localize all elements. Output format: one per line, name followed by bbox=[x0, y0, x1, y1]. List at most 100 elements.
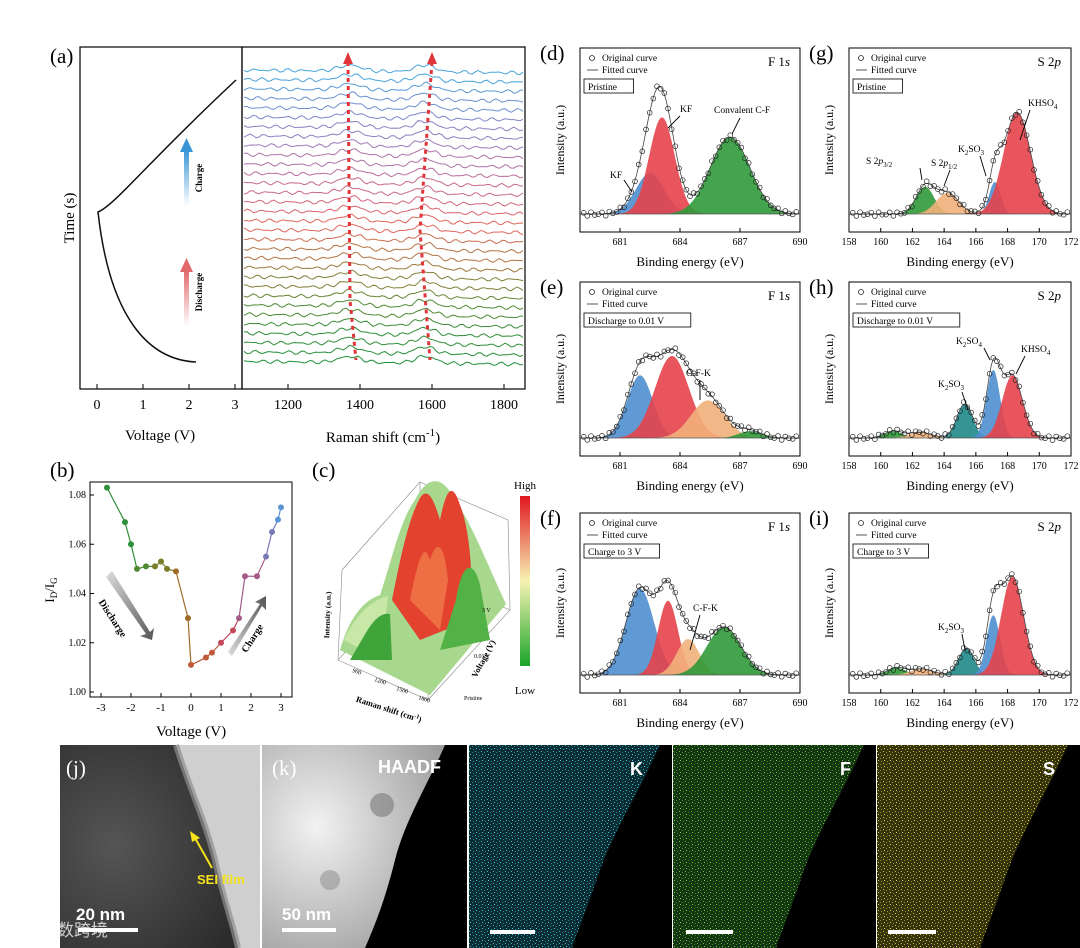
xps-original-point bbox=[946, 432, 952, 438]
xps-original-point bbox=[679, 611, 686, 617]
xps-original-point bbox=[968, 409, 974, 416]
xps-xtick-label: 168 bbox=[1000, 461, 1015, 472]
ann-h-k2so3: K2SO3 bbox=[938, 380, 965, 392]
panel-c-zlabel: Intensity (a.u.) bbox=[322, 591, 333, 639]
panel-b-ylabel: ID/IG bbox=[42, 577, 59, 603]
xps-xtick-label: 172 bbox=[1064, 237, 1079, 248]
raman-spectrum bbox=[243, 166, 524, 179]
ann-d-kf-2: KF bbox=[680, 105, 692, 115]
raman-spectrum bbox=[243, 251, 524, 263]
haadf-particle bbox=[262, 745, 445, 948]
xps-peak-blue bbox=[580, 173, 800, 214]
xps-original-point bbox=[584, 674, 591, 680]
xps-original-point bbox=[639, 357, 646, 364]
xps-original-point bbox=[694, 633, 701, 639]
panel-d-letter: (d) bbox=[540, 41, 565, 65]
panel-a-right-frame bbox=[241, 46, 526, 390]
panel-b-ytick-label: 1.04 bbox=[69, 589, 87, 600]
xps-state-label: Charge to 3 V bbox=[588, 548, 641, 558]
raman-spectrum bbox=[243, 279, 524, 292]
xps-xtick-label: 684 bbox=[673, 698, 688, 709]
xps-original-point bbox=[849, 671, 856, 677]
xps-original-point bbox=[624, 391, 631, 398]
xps-original-point bbox=[949, 424, 956, 430]
xps-original-point bbox=[935, 186, 941, 192]
xps-original-point bbox=[942, 431, 948, 437]
xps-original-point bbox=[646, 109, 653, 116]
xps-original-point bbox=[789, 673, 796, 679]
xps-original-point bbox=[916, 429, 923, 436]
raman-spectrum bbox=[243, 232, 524, 245]
raman-spectrum bbox=[243, 316, 524, 329]
raman-spectrum bbox=[243, 63, 524, 76]
panel-b-ytick-label: 1.02 bbox=[69, 638, 87, 649]
xps-original-point bbox=[602, 669, 609, 676]
panel-b-point bbox=[242, 573, 248, 580]
panel-c-letter: (c) bbox=[312, 458, 335, 482]
xps-original-point bbox=[1012, 112, 1019, 118]
legend-original-marker bbox=[589, 55, 595, 61]
raman-spectra-stack bbox=[243, 63, 524, 367]
discharge-trend-arrow bbox=[106, 571, 154, 640]
xps-original-point bbox=[789, 436, 796, 442]
g-band-arrowhead bbox=[427, 52, 437, 64]
panel-b-xtick-label: 3 bbox=[278, 702, 284, 714]
xps-xtick-label: 687 bbox=[733, 698, 748, 709]
haadf-label: HAADF bbox=[378, 757, 441, 777]
legend-original-marker bbox=[589, 289, 595, 295]
colorbar-low: Low bbox=[515, 685, 535, 697]
xps-original-point bbox=[778, 674, 785, 680]
xps-original-point bbox=[635, 583, 642, 590]
raman-spectrum bbox=[243, 128, 524, 141]
xps-original-point bbox=[602, 212, 609, 219]
panel-a-right-xlabel: Raman shift (cm-1) bbox=[326, 427, 440, 446]
xps-xtick-label: 170 bbox=[1032, 237, 1047, 248]
eds-f-label: F bbox=[840, 759, 851, 779]
xps-original-point bbox=[968, 649, 974, 655]
ann-g-khso4-arrow bbox=[1019, 109, 1031, 141]
raman-surface-mid bbox=[410, 546, 448, 630]
discharge-arrow-label: Discharge bbox=[194, 273, 204, 312]
xps-peak-red bbox=[849, 112, 1071, 214]
xps-original-point bbox=[683, 186, 690, 193]
xps-original-point bbox=[979, 412, 985, 418]
legend-fitted-label: Fitted curve bbox=[871, 300, 917, 310]
xps-original-point bbox=[632, 178, 638, 185]
xps-original-point bbox=[628, 189, 635, 195]
xps-original-point bbox=[668, 583, 675, 590]
xps-original-point bbox=[875, 431, 882, 438]
xps-original-point bbox=[1031, 659, 1037, 665]
panel-b-xtick-label: -3 bbox=[96, 702, 106, 714]
xps-original-point bbox=[1016, 383, 1022, 390]
xps-peak-teal bbox=[849, 404, 1071, 438]
voltage-time-curve bbox=[97, 79, 237, 363]
raman-surface-right bbox=[440, 567, 490, 650]
panel-b-point bbox=[254, 573, 260, 580]
xps-original-point bbox=[665, 105, 671, 112]
xps-original-point bbox=[990, 157, 997, 164]
xps-original-point bbox=[949, 665, 956, 672]
xps-original-point bbox=[853, 213, 860, 219]
xps-original-point bbox=[916, 188, 923, 194]
xps-original-point bbox=[599, 209, 605, 216]
xps-original-point bbox=[734, 139, 741, 146]
xps-original-point bbox=[872, 673, 878, 680]
panel-b-segment bbox=[130, 544, 138, 570]
raman-spectrum bbox=[243, 91, 524, 104]
legend-original-marker bbox=[858, 55, 864, 61]
ann-i-k2so3-arrow bbox=[961, 633, 966, 651]
panel-b-point bbox=[122, 519, 128, 526]
xps-original-point bbox=[1049, 437, 1056, 443]
xps-original-point bbox=[756, 665, 763, 671]
ann-g-k2so3-arrow bbox=[979, 155, 987, 177]
panel-a-right-tick-label: 1800 bbox=[490, 398, 518, 413]
xps-frame bbox=[848, 512, 1072, 694]
panel-a-right-tick-label: 1600 bbox=[418, 398, 446, 413]
panel-c-ytick-label: Pristine bbox=[464, 696, 483, 702]
xps-original-point bbox=[905, 664, 911, 671]
panel-b-segment bbox=[187, 618, 192, 665]
xps-original-point bbox=[901, 210, 908, 216]
sei-arrow bbox=[194, 837, 213, 869]
xps-original-point bbox=[657, 85, 664, 92]
xps-original-point bbox=[1057, 672, 1063, 679]
